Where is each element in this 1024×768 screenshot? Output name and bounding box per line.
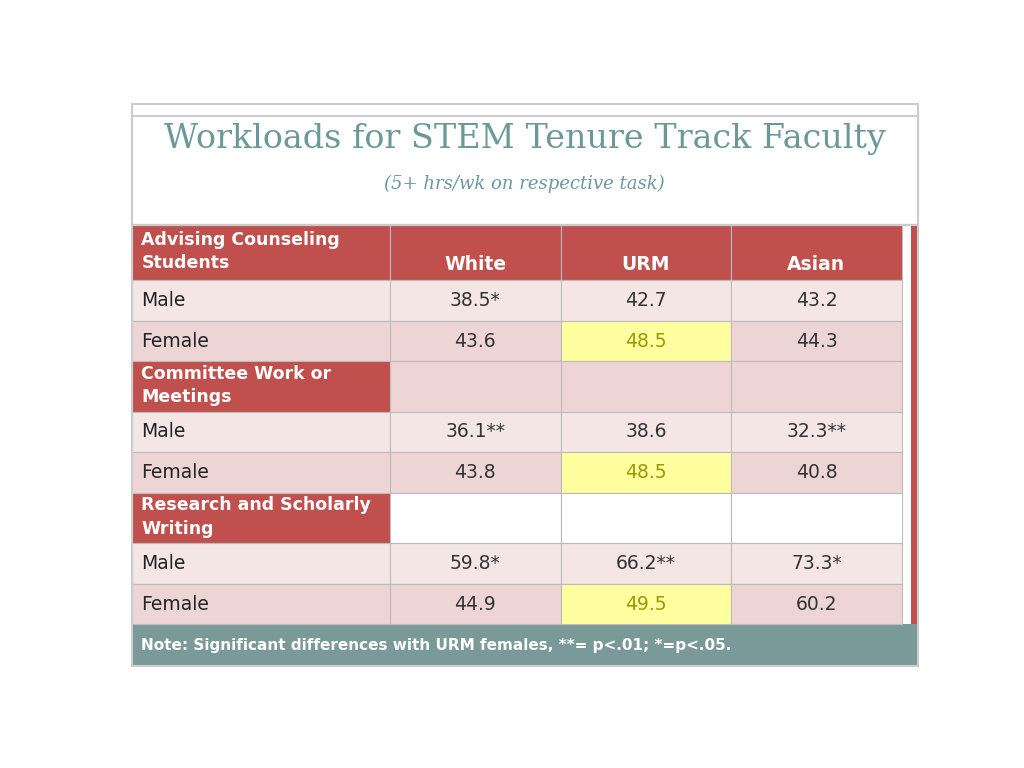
- FancyBboxPatch shape: [390, 584, 560, 624]
- Text: 40.8: 40.8: [796, 463, 838, 482]
- Text: Workloads for STEM Tenure Track Faculty: Workloads for STEM Tenure Track Faculty: [164, 124, 886, 155]
- FancyBboxPatch shape: [560, 493, 731, 543]
- Text: 59.8*: 59.8*: [450, 554, 501, 573]
- Text: White: White: [444, 255, 506, 274]
- FancyBboxPatch shape: [731, 584, 902, 624]
- FancyBboxPatch shape: [132, 412, 390, 452]
- Text: 48.5: 48.5: [625, 463, 667, 482]
- Text: URM: URM: [622, 255, 670, 274]
- FancyBboxPatch shape: [560, 362, 731, 412]
- Text: Committee Work or
Meetings: Committee Work or Meetings: [141, 365, 332, 406]
- Text: 60.2: 60.2: [796, 594, 838, 614]
- FancyBboxPatch shape: [560, 543, 731, 584]
- FancyBboxPatch shape: [132, 493, 390, 543]
- FancyBboxPatch shape: [560, 412, 731, 452]
- FancyBboxPatch shape: [390, 493, 560, 543]
- Text: Female: Female: [141, 332, 209, 351]
- FancyBboxPatch shape: [132, 321, 390, 362]
- FancyBboxPatch shape: [132, 452, 390, 493]
- Text: Male: Male: [141, 291, 186, 310]
- Text: 32.3**: 32.3**: [786, 422, 847, 442]
- FancyBboxPatch shape: [390, 280, 560, 321]
- Text: 43.2: 43.2: [796, 291, 838, 310]
- FancyBboxPatch shape: [390, 225, 560, 280]
- Text: 44.3: 44.3: [796, 332, 838, 351]
- FancyBboxPatch shape: [390, 452, 560, 493]
- FancyBboxPatch shape: [560, 584, 731, 624]
- Text: Female: Female: [141, 463, 209, 482]
- FancyBboxPatch shape: [560, 321, 731, 362]
- Text: 43.8: 43.8: [455, 463, 496, 482]
- FancyBboxPatch shape: [731, 225, 902, 280]
- FancyBboxPatch shape: [132, 280, 390, 321]
- FancyBboxPatch shape: [731, 412, 902, 452]
- Text: 42.7: 42.7: [625, 291, 667, 310]
- Text: Note: Significant differences with URM females, **= p<.01; *=p<.05.: Note: Significant differences with URM f…: [141, 637, 732, 653]
- FancyBboxPatch shape: [132, 624, 918, 666]
- Text: Research and Scholarly
Writing: Research and Scholarly Writing: [141, 496, 372, 538]
- Text: Advising Counseling
Students: Advising Counseling Students: [141, 231, 340, 273]
- Text: 49.5: 49.5: [625, 594, 667, 614]
- Text: 38.6: 38.6: [625, 422, 667, 442]
- FancyBboxPatch shape: [731, 362, 902, 412]
- FancyBboxPatch shape: [731, 543, 902, 584]
- Text: 48.5: 48.5: [625, 332, 667, 351]
- Text: Male: Male: [141, 554, 186, 573]
- FancyBboxPatch shape: [132, 584, 390, 624]
- FancyBboxPatch shape: [390, 412, 560, 452]
- FancyBboxPatch shape: [132, 362, 390, 412]
- FancyBboxPatch shape: [560, 452, 731, 493]
- Text: 43.6: 43.6: [455, 332, 496, 351]
- FancyBboxPatch shape: [731, 321, 902, 362]
- FancyBboxPatch shape: [132, 104, 918, 225]
- Text: Female: Female: [141, 594, 209, 614]
- FancyBboxPatch shape: [132, 225, 390, 280]
- Text: Asian: Asian: [787, 255, 846, 274]
- Text: 38.5*: 38.5*: [450, 291, 501, 310]
- Text: 36.1**: 36.1**: [445, 422, 505, 442]
- FancyBboxPatch shape: [731, 280, 902, 321]
- FancyBboxPatch shape: [911, 225, 918, 624]
- Text: Male: Male: [141, 422, 186, 442]
- FancyBboxPatch shape: [390, 362, 560, 412]
- FancyBboxPatch shape: [731, 452, 902, 493]
- FancyBboxPatch shape: [560, 280, 731, 321]
- Text: (5+ hrs/wk on respective task): (5+ hrs/wk on respective task): [384, 174, 666, 193]
- FancyBboxPatch shape: [731, 493, 902, 543]
- FancyBboxPatch shape: [132, 543, 390, 584]
- FancyBboxPatch shape: [560, 225, 731, 280]
- Text: 66.2**: 66.2**: [615, 554, 676, 573]
- FancyBboxPatch shape: [390, 543, 560, 584]
- Text: 44.9: 44.9: [455, 594, 496, 614]
- FancyBboxPatch shape: [390, 321, 560, 362]
- Text: 73.3*: 73.3*: [792, 554, 842, 573]
